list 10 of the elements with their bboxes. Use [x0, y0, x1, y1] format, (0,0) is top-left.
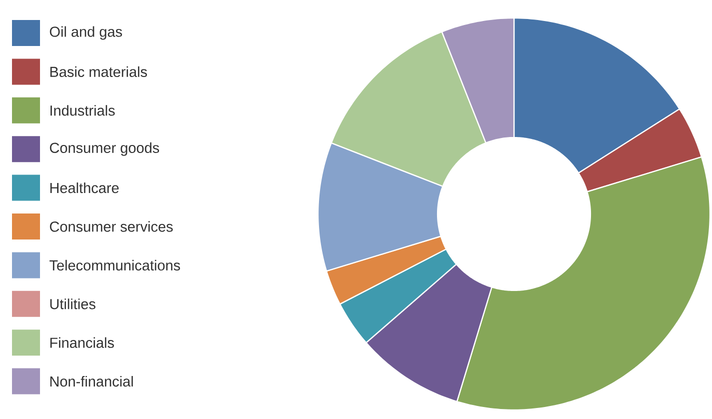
legend-label: Oil and gas: [50, 26, 122, 40]
legend-label: Non-financial: [50, 376, 133, 387]
legend-label: Basic materials: [50, 66, 147, 78]
legend-label: Consumer services: [50, 221, 173, 232]
legend-label: Financials: [50, 337, 114, 348]
legend-label: Healthcare: [50, 182, 119, 194]
legend-label: Consumer goods: [50, 142, 160, 156]
legend-label: Telecommunications: [50, 260, 180, 271]
legend-label: Utilities: [50, 298, 96, 310]
legend-label: Industrials: [50, 105, 115, 116]
